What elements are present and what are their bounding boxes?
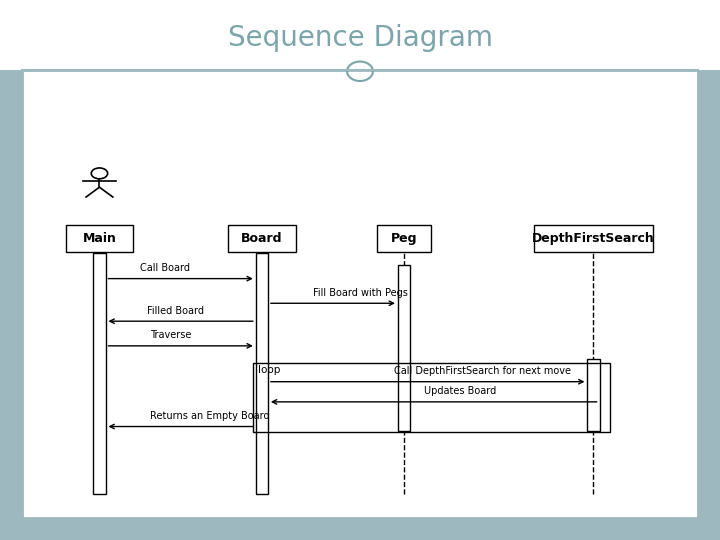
- Bar: [94, 253, 106, 494]
- Text: Board: Board: [241, 232, 283, 245]
- Text: Returns an Empty Board: Returns an Empty Board: [150, 411, 270, 421]
- Text: Sequence Diagram: Sequence Diagram: [228, 24, 492, 52]
- Bar: [377, 225, 431, 252]
- Bar: [534, 225, 653, 252]
- Bar: [588, 359, 600, 431]
- Text: Traverse: Traverse: [150, 330, 192, 340]
- Text: Fill Board with Pegs: Fill Board with Pegs: [312, 288, 408, 298]
- Bar: [398, 265, 410, 431]
- Text: Filled Board: Filled Board: [147, 306, 204, 316]
- Text: Updates Board: Updates Board: [424, 387, 497, 396]
- Text: Call DepthFirstSearch for next move: Call DepthFirstSearch for next move: [394, 366, 571, 376]
- Text: Main: Main: [83, 232, 117, 245]
- Bar: [256, 253, 268, 494]
- Bar: [228, 225, 296, 252]
- Text: Call Board: Call Board: [140, 263, 190, 273]
- Text: DepthFirstSearch: DepthFirstSearch: [532, 232, 655, 245]
- Text: loop: loop: [258, 365, 281, 375]
- Text: Peg: Peg: [391, 232, 418, 245]
- Bar: [253, 363, 610, 433]
- Bar: [66, 225, 133, 252]
